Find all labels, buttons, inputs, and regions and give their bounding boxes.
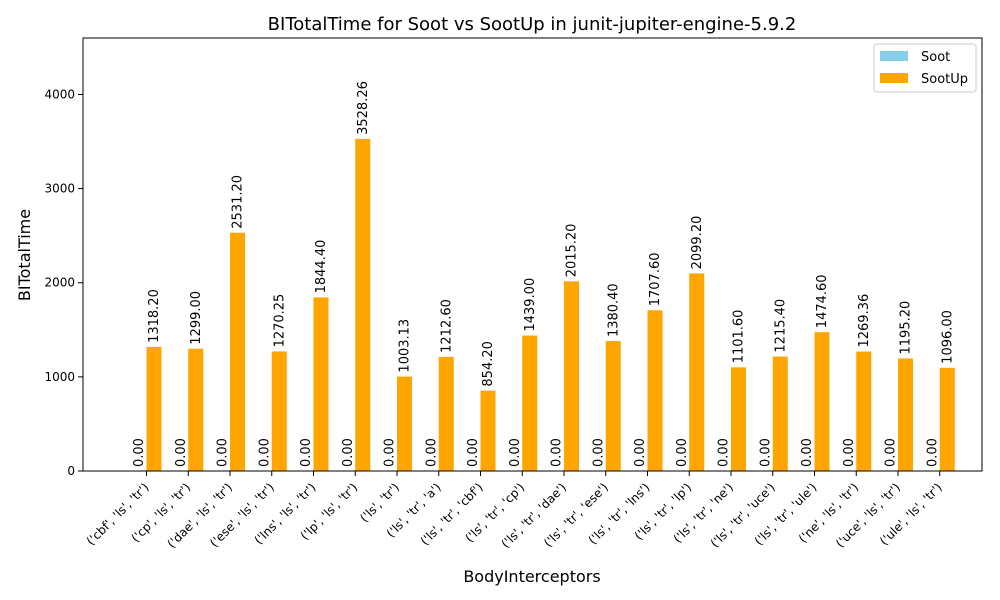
bar-sootup — [647, 310, 663, 471]
data-label-soot: 0.00 — [842, 438, 857, 467]
legend-label-soot: Soot — [921, 50, 950, 65]
chart-title: BITotalTime for Soot vs SootUp in junit-… — [268, 14, 797, 35]
data-label-sootup: 1195.20 — [899, 301, 914, 355]
legend-label-sootup: SootUp — [921, 72, 968, 87]
x-axis-label: BodyInterceptors — [463, 567, 600, 586]
data-label-sootup: 1380.40 — [606, 283, 621, 337]
bar-sootup — [939, 367, 955, 471]
data-label-soot: 0.00 — [925, 438, 940, 467]
bar-sootup — [230, 232, 245, 471]
data-label-sootup: 1096.00 — [940, 310, 955, 364]
data-label-soot: 0.00 — [633, 438, 648, 467]
bar-sootup — [898, 358, 913, 471]
bar-sootup — [814, 332, 830, 471]
data-label-sootup: 2015.20 — [565, 224, 580, 278]
legend-swatch-sootup — [880, 73, 908, 83]
bar-sootup — [188, 348, 204, 471]
data-label-soot: 0.00 — [216, 438, 231, 467]
data-label-sootup: 2531.20 — [231, 175, 246, 229]
data-label-sootup: 1844.40 — [314, 240, 329, 294]
data-label-sootup: 1299.00 — [189, 291, 204, 345]
data-label-soot: 0.00 — [591, 438, 606, 467]
y-axis-label: BITotalTime — [15, 209, 34, 301]
data-label-soot: 0.00 — [174, 438, 189, 467]
bar-sootup — [438, 356, 454, 471]
bar-sootup — [146, 346, 162, 471]
data-label-soot: 0.00 — [466, 438, 481, 467]
legend-swatch-soot — [880, 51, 908, 61]
bar-sootup — [313, 297, 329, 471]
data-label-soot: 0.00 — [299, 438, 314, 467]
data-label-soot: 0.00 — [884, 438, 899, 467]
data-label-sootup: 1101.60 — [732, 310, 747, 364]
y-axis: 0 1000 2000 3000 4000 — [44, 87, 83, 478]
bar-sootup — [522, 335, 538, 471]
y-tick-label: 0 — [67, 464, 75, 478]
data-label-soot: 0.00 — [758, 438, 773, 467]
data-label-soot: 0.00 — [132, 438, 147, 467]
data-label-soot: 0.00 — [717, 438, 732, 467]
bar-sootup — [605, 341, 621, 471]
bar-sootup — [731, 367, 746, 471]
data-label-sootup: 1003.13 — [398, 319, 413, 373]
bar-sootup — [480, 390, 496, 471]
data-label-sootup: 1215.40 — [773, 299, 788, 353]
bar-sootup — [271, 351, 287, 471]
data-label-sootup: 1270.25 — [272, 294, 287, 348]
x-axis: ('cbf', 'ls', 'tr')('cp', 'ls', 'tr')('d… — [84, 471, 945, 551]
y-tick-label: 4000 — [44, 87, 75, 101]
data-label-sootup: 854.20 — [481, 341, 496, 387]
bar-sootup — [772, 356, 788, 471]
data-label-soot: 0.00 — [341, 438, 356, 467]
data-label-soot: 0.00 — [383, 438, 398, 467]
data-label-sootup: 3528.26 — [356, 81, 371, 135]
data-label-soot: 0.00 — [508, 438, 523, 467]
data-label-soot: 0.00 — [675, 438, 690, 467]
bar-sootup — [564, 281, 579, 471]
bar-sootup — [689, 273, 705, 471]
y-tick-label: 2000 — [44, 276, 75, 290]
data-label-soot: 0.00 — [424, 438, 439, 467]
plot-frame — [82, 37, 983, 472]
data-label-sootup: 1212.60 — [439, 299, 454, 353]
data-label-sootup: 1439.00 — [523, 278, 538, 332]
y-tick-label: 3000 — [44, 182, 75, 196]
data-label-sootup: 1269.36 — [857, 294, 872, 348]
data-label-soot: 0.00 — [800, 438, 815, 467]
y-tick-label: 1000 — [44, 370, 75, 384]
data-label-sootup: 1318.20 — [147, 289, 162, 343]
data-label-sootup: 2099.20 — [690, 216, 705, 270]
legend: Soot SootUp — [873, 43, 977, 93]
bar-sootup — [355, 138, 371, 471]
data-label-sootup: 1474.60 — [815, 274, 830, 328]
data-label-soot: 0.00 — [257, 438, 272, 467]
data-label-soot: 0.00 — [550, 438, 565, 467]
bar-sootup — [397, 376, 412, 471]
bar-sootup — [856, 351, 872, 471]
data-label-sootup: 1707.60 — [648, 252, 663, 306]
